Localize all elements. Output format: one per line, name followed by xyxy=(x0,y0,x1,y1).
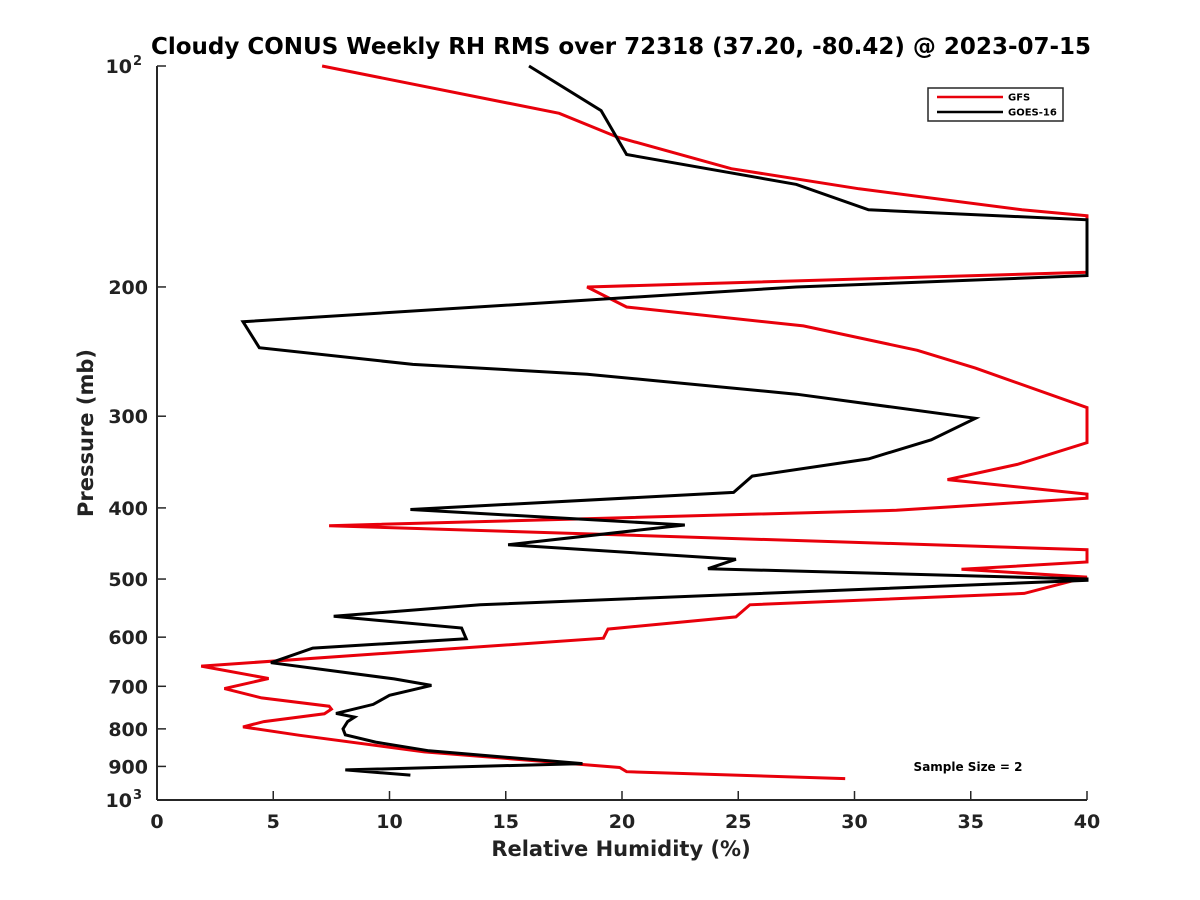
chart-title: Cloudy CONUS Weekly RH RMS over 72318 (3… xyxy=(151,34,1091,60)
x-tick-label: 20 xyxy=(609,811,635,833)
x-tick-label: 0 xyxy=(150,811,163,833)
series-line-goes-16 xyxy=(240,64,1089,777)
x-tick-label: 5 xyxy=(267,811,280,833)
legend-entry: GFS xyxy=(1008,93,1030,104)
y-tick-exponent: 2 xyxy=(133,54,142,69)
y-tick-label: 200 xyxy=(108,277,148,299)
x-tick-label: 30 xyxy=(841,811,867,833)
y-tick-label: 700 xyxy=(108,676,148,698)
legend-box xyxy=(927,87,1064,122)
y-tick-label: 600 xyxy=(108,627,148,649)
x-tick-label: 40 xyxy=(1074,811,1100,833)
x-tick-label: 25 xyxy=(725,811,751,833)
y-tick-label: 300 xyxy=(108,406,148,428)
legend-entry: GOES-16 xyxy=(1008,108,1057,119)
x-tick-label: 15 xyxy=(493,811,519,833)
y-tick-exponent: 3 xyxy=(133,788,142,803)
x-tick-label: 35 xyxy=(958,811,984,833)
x-tick-label: 10 xyxy=(376,811,402,833)
y-axis-label: Pressure (mb) xyxy=(74,349,98,517)
y-tick-label: 900 xyxy=(108,756,148,778)
y-tick-label: 500 xyxy=(108,569,148,591)
series-layer xyxy=(200,64,1089,781)
series-line-gfs xyxy=(200,64,1089,781)
y-tick-label: 800 xyxy=(108,719,148,741)
sample-size-annotation: Sample Size = 2 xyxy=(914,760,1023,774)
legend: GFS GOES-16 xyxy=(927,87,1064,122)
x-axis-label: Relative Humidity (%) xyxy=(491,837,750,861)
y-tick-label: 10 xyxy=(106,790,132,812)
y-tick-label: 10 xyxy=(106,56,132,78)
y-tick-label: 400 xyxy=(108,498,148,520)
